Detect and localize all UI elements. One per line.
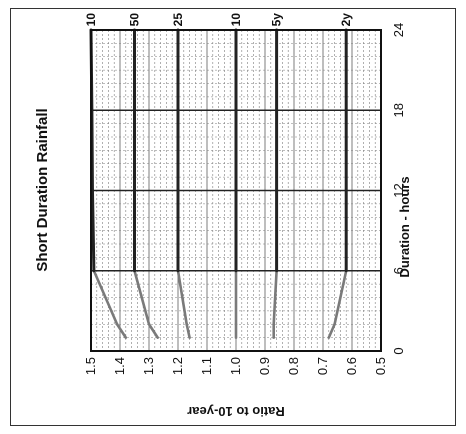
y-axis-label: Ratio to 10-year xyxy=(187,404,285,419)
y-tick-label: 1.4 xyxy=(112,357,127,375)
series-label: 10 xyxy=(84,13,98,27)
x-tick-label: 0 xyxy=(391,347,406,354)
series-label: 50 xyxy=(128,13,142,27)
x-tick-label: 6 xyxy=(391,267,406,274)
series-label: 2y xyxy=(339,13,353,27)
x-tick-label: 12 xyxy=(391,183,406,197)
series-0-segment xyxy=(115,322,128,339)
series-label: 10 xyxy=(229,13,243,27)
series-1-segment xyxy=(133,269,151,326)
y-tick-label: 0.8 xyxy=(286,357,301,375)
rainfall-ratio-chart: 10 50 25 10 5y 2y 1.5 1.4 1.3 1.2 1.1 1.0 0.9 0.8 0.7… xyxy=(34,13,412,419)
y-tick-label: 0.7 xyxy=(315,357,330,375)
series-2-segment xyxy=(185,322,191,339)
y-tick-label: 1.0 xyxy=(228,357,243,375)
y-tick-label: 1.3 xyxy=(141,357,156,375)
plot-border xyxy=(90,29,382,352)
series-label: 5y xyxy=(270,13,284,27)
y-tick-label: 0.5 xyxy=(373,357,388,375)
y-tick-label: 0.9 xyxy=(257,357,272,375)
chart-frame: 10 50 25 10 5y 2y 1.5 1.4 1.3 1.2 1.1 1.0 0.9 0.8 0.7… xyxy=(10,8,456,426)
series-2-segment xyxy=(176,269,188,326)
series-4-segment xyxy=(272,269,278,326)
series-5-segment xyxy=(327,322,336,339)
series-0-segment xyxy=(92,269,119,326)
x-tick-label: 24 xyxy=(391,23,406,37)
x-axis-label: Duration - hours xyxy=(397,176,412,277)
y-tick-label: 0.6 xyxy=(344,357,359,375)
series-1-segment xyxy=(147,322,159,339)
y-tick-label: 1.1 xyxy=(199,357,214,375)
chart-title: Short Duration Rainfall xyxy=(34,108,51,271)
series-0-segment xyxy=(90,189,96,273)
series-5-segment xyxy=(333,269,348,326)
y-tick-label: 1.5 xyxy=(83,357,98,375)
x-tick-label: 18 xyxy=(391,103,406,117)
series-label: 25 xyxy=(171,13,185,27)
y-tick-label: 1.2 xyxy=(170,357,185,375)
